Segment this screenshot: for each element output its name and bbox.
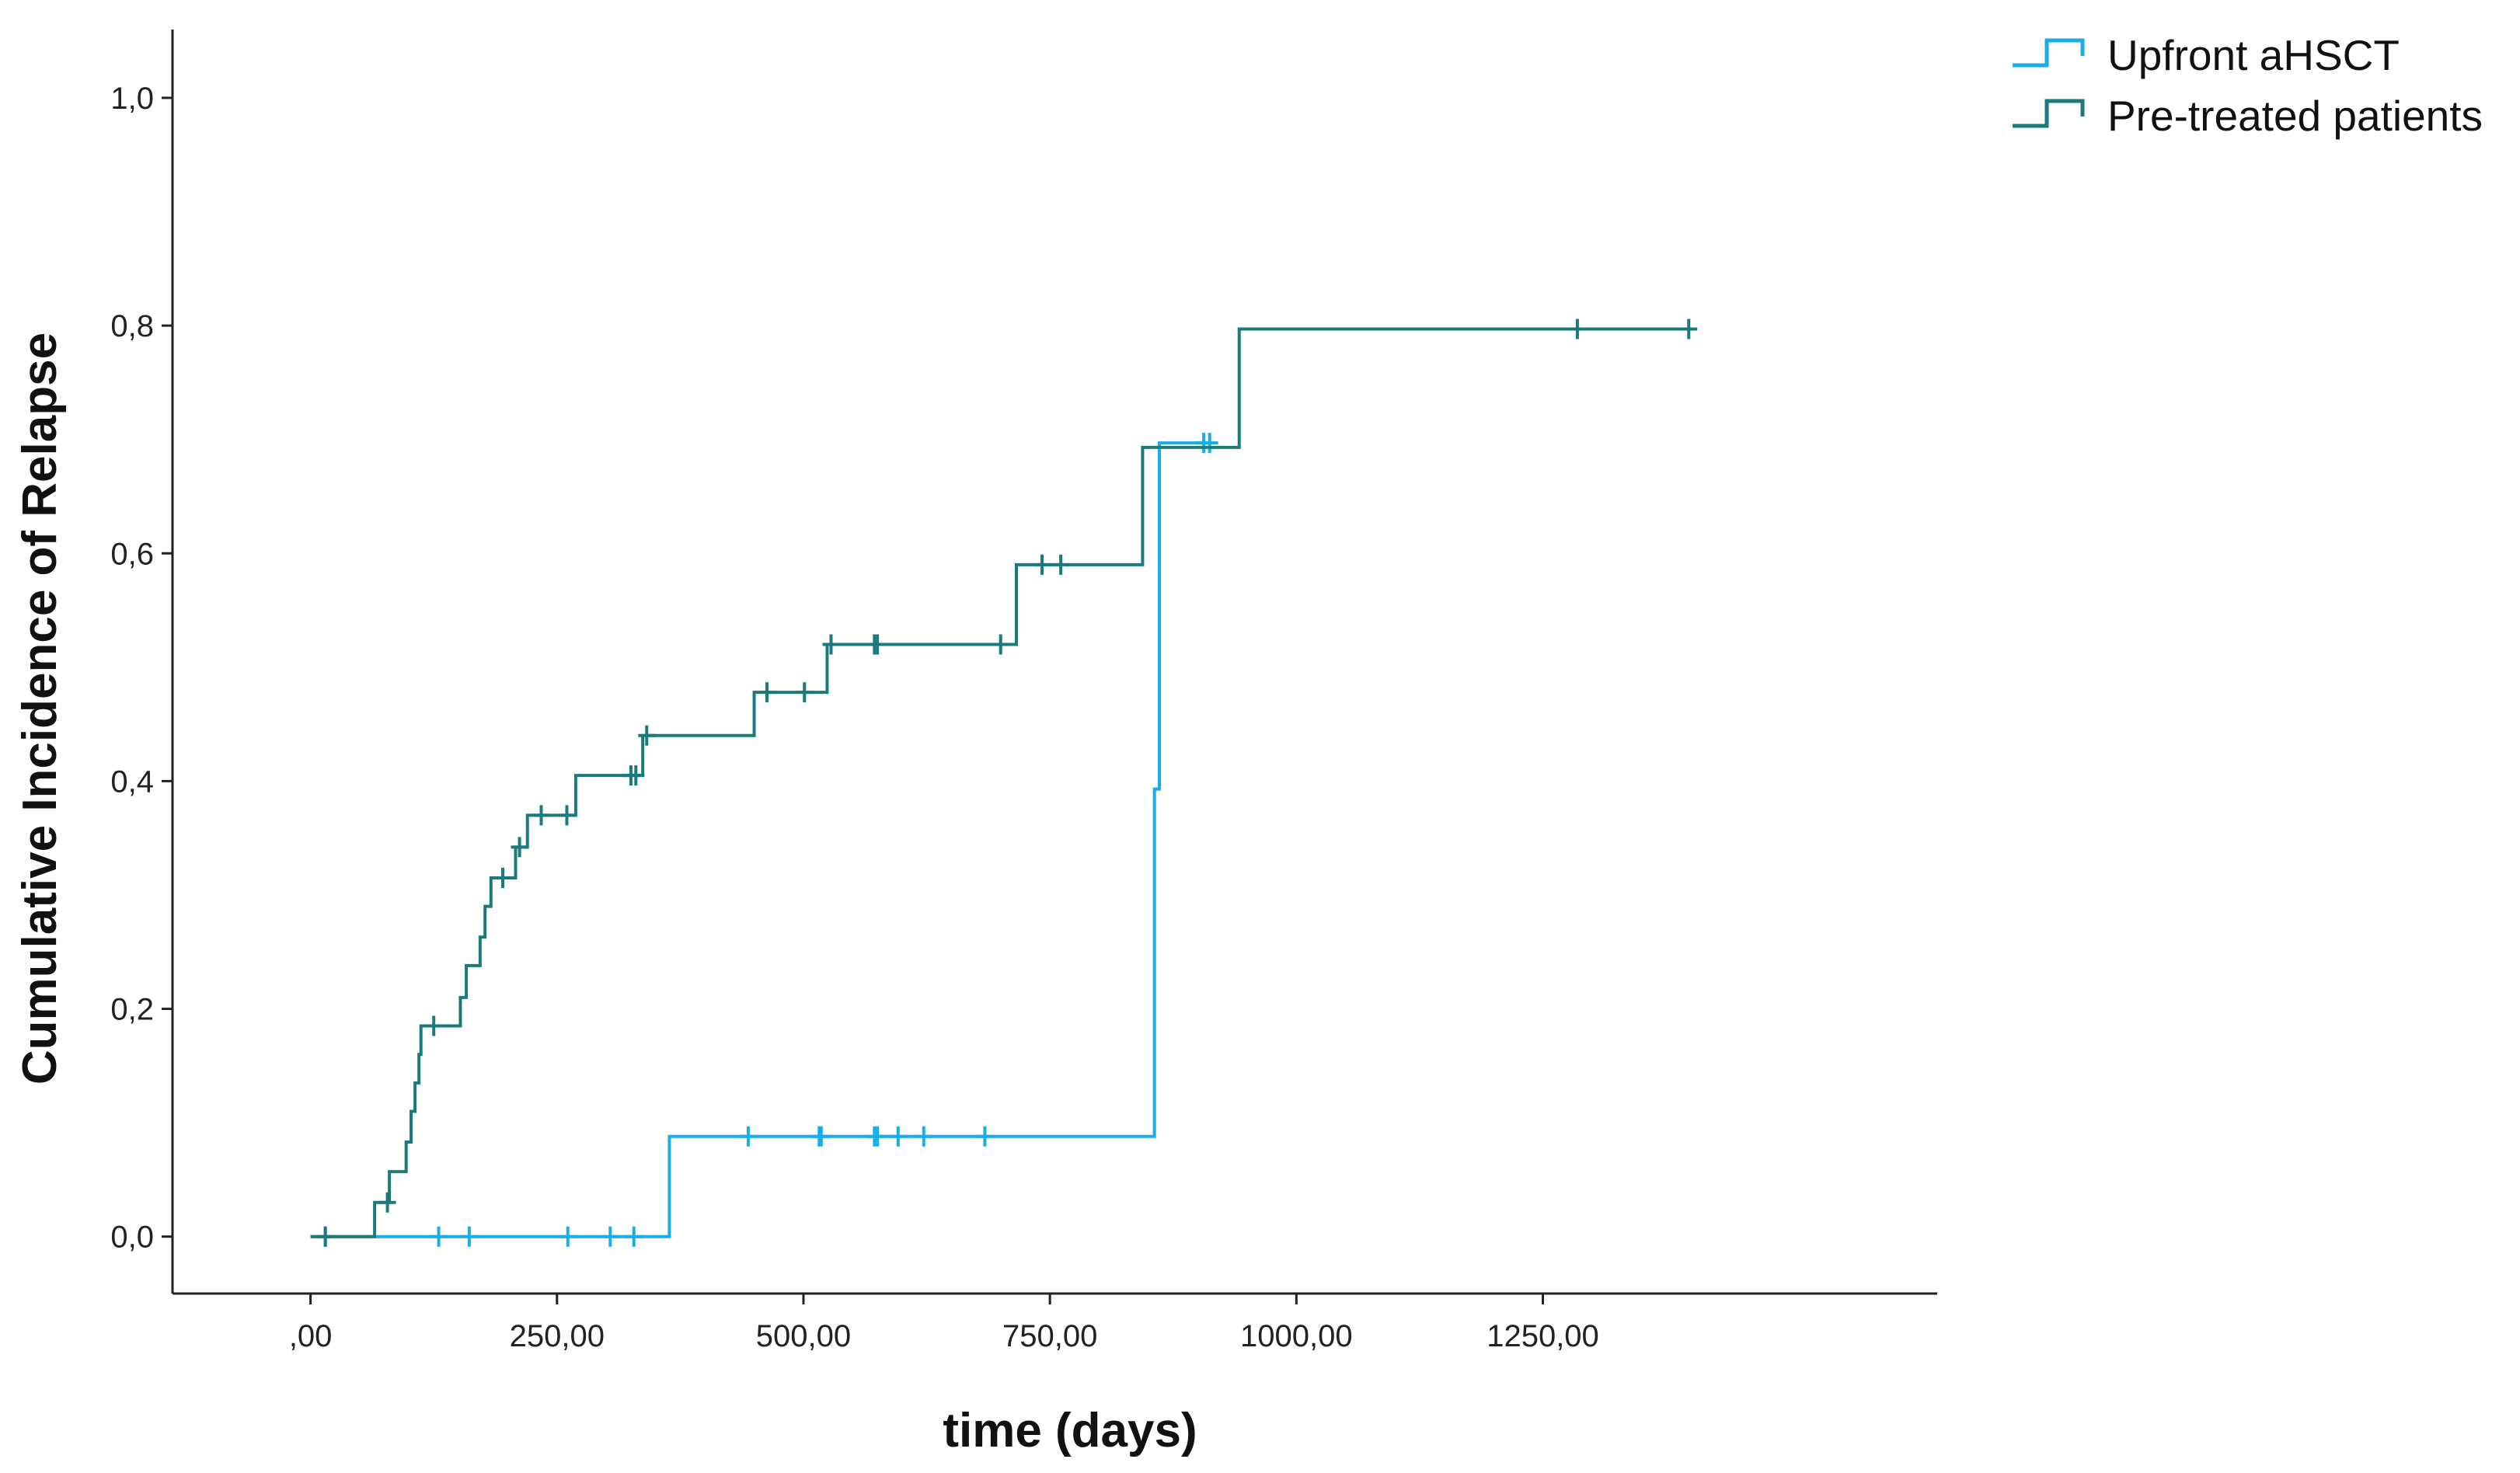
- censor-mark: [425, 1015, 443, 1036]
- censor-mark: [758, 682, 776, 703]
- y-tick-label: 0,4: [110, 764, 154, 799]
- censor-mark: [601, 1226, 619, 1247]
- censor-mark: [976, 1126, 994, 1147]
- y-tick-label: 0,2: [110, 993, 154, 1027]
- censor-mark: [1568, 319, 1586, 340]
- legend-label: Pre-treated patients: [2107, 92, 2483, 140]
- censor-mark: [992, 634, 1009, 655]
- y-axis-title: Cumulative Incidence of Relapse: [13, 333, 67, 1085]
- x-tick-label: 250,00: [510, 1319, 605, 1353]
- censor-mark: [915, 1126, 932, 1147]
- x-tick-label: 1000,00: [1240, 1319, 1353, 1353]
- censor-mark: [625, 1226, 643, 1247]
- censor-mark: [638, 725, 656, 746]
- legend-swatch: [2013, 38, 2085, 68]
- x-tick-label: 1250,00: [1487, 1319, 1599, 1353]
- plot-area: ,00 250,00 500,00 750,00 1000,00 1250,00 0,00…: [110, 30, 1937, 1353]
- censor-mark: [1052, 554, 1070, 575]
- x-tick-label: 750,00: [1002, 1319, 1097, 1353]
- y-tick-label: 0,6: [110, 537, 154, 571]
- censor-mark: [532, 805, 550, 826]
- censor-mark: [559, 1226, 577, 1247]
- censor-mark: [889, 1126, 907, 1147]
- y-tick-group: 0,0 0,2 0,4 0,6 0,8 1,0: [110, 82, 173, 1255]
- censor-mark: [869, 634, 887, 655]
- x-tick-group: ,00 250,00 500,00 750,00 1000,00 1250,00: [289, 1294, 1599, 1353]
- censor-mark: [739, 1126, 757, 1147]
- censor-mark: [796, 682, 814, 703]
- y-tick-label: 0,0: [110, 1221, 154, 1255]
- censor-mark: [511, 837, 528, 858]
- censor-mark: [822, 634, 840, 655]
- censor-mark: [1033, 554, 1051, 575]
- legend-swatch: [2013, 99, 2085, 128]
- censor-mark: [1680, 319, 1698, 340]
- censor-mark: [494, 868, 512, 888]
- y-tick-label: 0,8: [110, 309, 154, 343]
- series-line-upfront-ahsct: [310, 441, 1212, 1238]
- x-axis-title: time (days): [943, 1404, 1197, 1457]
- censor-mark: [1201, 433, 1218, 454]
- censor-mark: [558, 805, 576, 826]
- series-layer: [310, 319, 1698, 1247]
- censor-mark: [627, 765, 645, 786]
- censor-mark: [812, 1126, 830, 1147]
- legend: Upfront aHSCT Pre-treated patients: [2013, 31, 2483, 140]
- censor-mark: [460, 1226, 478, 1247]
- x-tick-label: 500,00: [756, 1319, 851, 1353]
- censor-mark: [430, 1226, 448, 1247]
- censor-mark: [869, 1126, 887, 1147]
- censor-mark: [316, 1226, 334, 1247]
- series-line-pre-treated-patients: [310, 327, 1689, 1238]
- y-tick-label: 1,0: [110, 82, 154, 116]
- x-tick-label: ,00: [289, 1319, 333, 1353]
- censor-mark: [378, 1192, 396, 1213]
- legend-label: Upfront aHSCT: [2107, 31, 2400, 79]
